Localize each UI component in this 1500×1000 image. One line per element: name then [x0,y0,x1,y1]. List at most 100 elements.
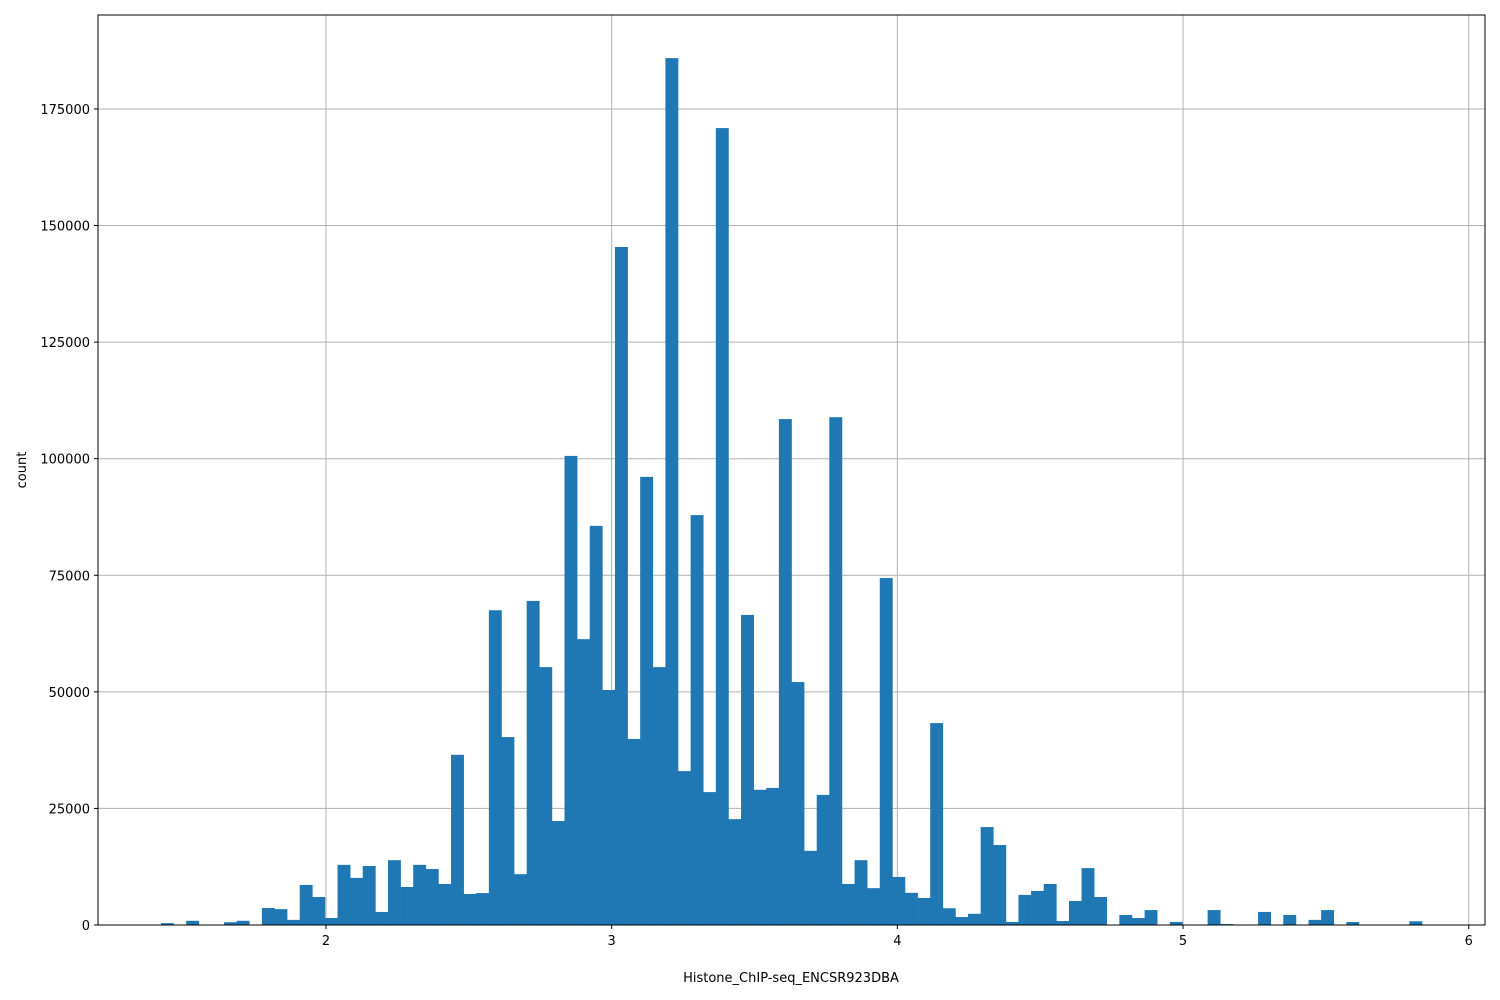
y-axis-ticks: 0 25000 50000 75000 100000 125000 150000 175000 [40,103,98,934]
histogram-bar [829,417,843,925]
histogram-bar [854,860,868,925]
histogram-bar [589,525,603,925]
histogram-bar [1409,921,1423,925]
histogram-bar [1131,918,1145,925]
histogram-bar [1005,921,1019,925]
y-tick-label: 150000 [40,220,90,235]
histogram-bar [236,920,250,925]
histogram-bar [791,682,805,925]
histogram-bar [186,920,200,925]
histogram-bar [804,850,818,925]
histogram-bar [778,419,792,925]
histogram-bar [1258,911,1271,925]
histogram-bar [324,918,338,925]
histogram-bar [551,821,565,925]
histogram-bar [1043,883,1057,925]
histogram-bar [1346,921,1360,925]
x-tick-label: 3 [608,934,616,949]
histogram-bar [904,892,918,925]
histogram-bar [1169,921,1183,925]
histogram-bar [602,689,616,925]
histogram-bar [1031,890,1045,925]
histogram-bar [652,667,666,925]
histogram-bar [640,476,654,925]
histogram-bar [1068,900,1082,925]
histogram-bar [1119,914,1133,925]
x-tick-label: 4 [893,934,901,949]
histogram-bar [715,128,729,925]
x-axis-ticks: 2 3 4 5 6 [322,925,1473,949]
histogram-bar [690,515,704,925]
histogram-bar [1094,897,1108,925]
y-tick-label: 175000 [40,103,90,118]
histogram-bar [1321,910,1335,925]
histogram-bar [980,827,994,925]
histogram-bar [1207,910,1221,925]
histogram-bar [766,787,780,925]
histogram-bar [968,913,981,925]
histogram-bar [425,869,439,925]
histogram-bar [451,754,464,925]
histogram-bar [526,600,540,925]
histogram-bar [476,893,490,925]
histogram-bar [930,723,944,925]
y-tick-label: 25000 [49,802,90,817]
histogram-bar [160,923,174,925]
histogram-bar [387,860,401,925]
histogram-bar [879,578,893,925]
y-tick-label: 75000 [49,569,90,584]
histogram-bar [917,897,931,925]
histogram-bar [1056,921,1070,925]
histogram-bar [274,909,288,925]
histogram-bar [942,908,956,925]
histogram-bar [299,884,313,925]
histogram-bar [362,866,376,925]
y-tick-label: 125000 [40,336,90,351]
histogram-bar [703,792,717,925]
histogram-bar [892,876,906,925]
histogram-bar [614,246,628,925]
y-tick-label: 50000 [49,686,90,701]
histogram-bar [841,883,855,925]
histogram-bar [438,883,452,925]
histogram-bar [1018,894,1032,925]
x-axis-label: Histone_ChIP-seq_ENCSR923DBA [683,971,899,986]
histogram-bar [1283,914,1297,925]
histogram-bar [816,794,830,925]
histogram-bar [678,771,691,925]
histogram-bar [501,737,515,925]
histogram-bar [564,455,578,925]
histogram-bar [539,667,553,925]
histogram-bar [400,886,414,925]
x-tick-label: 5 [1179,934,1187,949]
y-axis-label: count [15,452,30,489]
x-tick-label: 6 [1465,934,1473,949]
histogram-bar [753,789,767,925]
histogram-bar [627,738,641,925]
histogram-bar [728,819,742,925]
histogram-bar [488,610,502,925]
histogram-bar [312,897,326,925]
histogram-bar [577,639,591,925]
histogram-bar [350,877,364,925]
histogram-bar [867,888,881,925]
histogram-bar [261,907,275,925]
histogram-bar [514,874,527,925]
histogram-bar [224,922,237,925]
histogram-bar [1144,910,1158,925]
y-tick-label: 100000 [40,453,90,468]
histogram-bar [993,845,1007,925]
histogram-bar [955,917,969,925]
y-tick-label: 0 [82,919,90,934]
histogram-bar [287,919,301,925]
histogram-bar [463,893,477,925]
histogram-bar [375,911,389,925]
histogram-bar [413,864,427,925]
histogram-bar [1308,919,1322,925]
histogram-bar [741,614,754,925]
histogram-bar [665,58,679,926]
x-tick-label: 2 [322,934,330,949]
histogram-bars [160,58,1423,926]
plot-frame [97,14,1486,926]
